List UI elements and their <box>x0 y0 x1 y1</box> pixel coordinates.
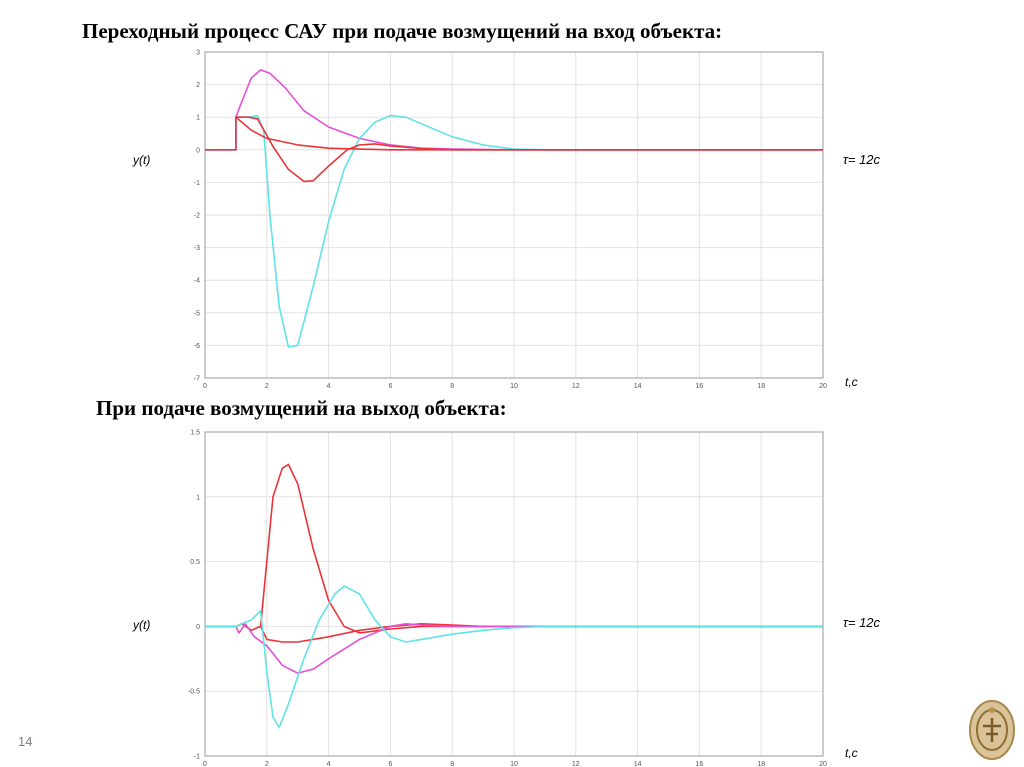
y-tick-label: 0 <box>196 147 200 154</box>
y-tick-label: 0 <box>196 624 200 631</box>
y-tick-label: -2 <box>194 213 200 220</box>
y-tick-label: -3 <box>194 245 200 252</box>
x-tick-label: 6 <box>388 761 392 767</box>
page-number: 14 <box>18 734 33 749</box>
university-emblem-icon <box>969 700 1015 760</box>
series-line-red-2 <box>205 116 823 183</box>
y-tick-label: -6 <box>194 343 200 350</box>
y-tick-label: -0.5 <box>188 689 200 696</box>
series-line-magenta-2 <box>205 623 823 674</box>
x-tick-label: 8 <box>450 383 454 390</box>
x-tick-label: 10 <box>510 761 518 767</box>
chart-title-top: Переходный процесс САУ при подаче возмущ… <box>82 19 723 43</box>
y-tick-label: -1 <box>194 754 200 761</box>
x-tick-label: 2 <box>265 383 269 390</box>
x-tick-label: 4 <box>327 761 331 767</box>
x-tick-label: 12 <box>572 383 580 390</box>
tau-label-bottom: τ= 12c <box>843 615 881 630</box>
x-tick-label: 14 <box>634 383 642 390</box>
y-tick-label: -7 <box>194 376 200 383</box>
x-tick-label: 4 <box>327 383 331 390</box>
x-axis-label-top: t,c <box>845 375 858 389</box>
x-tick-label: 8 <box>450 761 454 767</box>
y-tick-label: 0.5 <box>190 559 200 566</box>
y-tick-label: -1 <box>194 180 200 187</box>
x-tick-label: 0 <box>203 383 207 390</box>
x-tick-label: 18 <box>757 383 765 390</box>
y-axis-label-top: y(t) <box>133 153 151 167</box>
plot-frame <box>204 51 824 379</box>
x-tick-label: 12 <box>572 761 580 767</box>
y-tick-label: -4 <box>194 278 200 285</box>
y-axis-label-bottom: y(t) <box>133 618 151 632</box>
y-tick-label: 2 <box>196 82 200 89</box>
tau-label-top: τ= 12c <box>843 152 881 167</box>
series-line-red-1 <box>259 623 823 643</box>
series-line-red-3 <box>235 116 823 151</box>
x-tick-label: 18 <box>757 761 765 767</box>
x-tick-label: 20 <box>819 761 827 767</box>
x-axis-label-bottom: t,c <box>845 746 858 760</box>
x-tick-label: 14 <box>634 761 642 767</box>
series-line-cyan-3 <box>205 585 823 729</box>
plot-frame <box>204 431 824 757</box>
x-tick-label: 6 <box>388 383 392 390</box>
y-tick-label: 1 <box>196 115 200 122</box>
x-tick-label: 20 <box>819 383 827 390</box>
y-tick-label: 3 <box>196 50 200 57</box>
x-tick-label: 0 <box>203 761 207 767</box>
x-tick-label: 16 <box>696 383 704 390</box>
y-tick-label: 1 <box>196 494 200 501</box>
chart-title-bottom: При подаче возмущений на выход объекта: <box>96 396 507 420</box>
x-tick-label: 10 <box>510 383 518 390</box>
x-tick-label: 16 <box>696 761 704 767</box>
y-tick-label: 1.5 <box>190 430 200 437</box>
series-line-cyan-1 <box>205 114 823 348</box>
y-tick-label: -5 <box>194 310 200 317</box>
x-tick-label: 2 <box>265 761 269 767</box>
